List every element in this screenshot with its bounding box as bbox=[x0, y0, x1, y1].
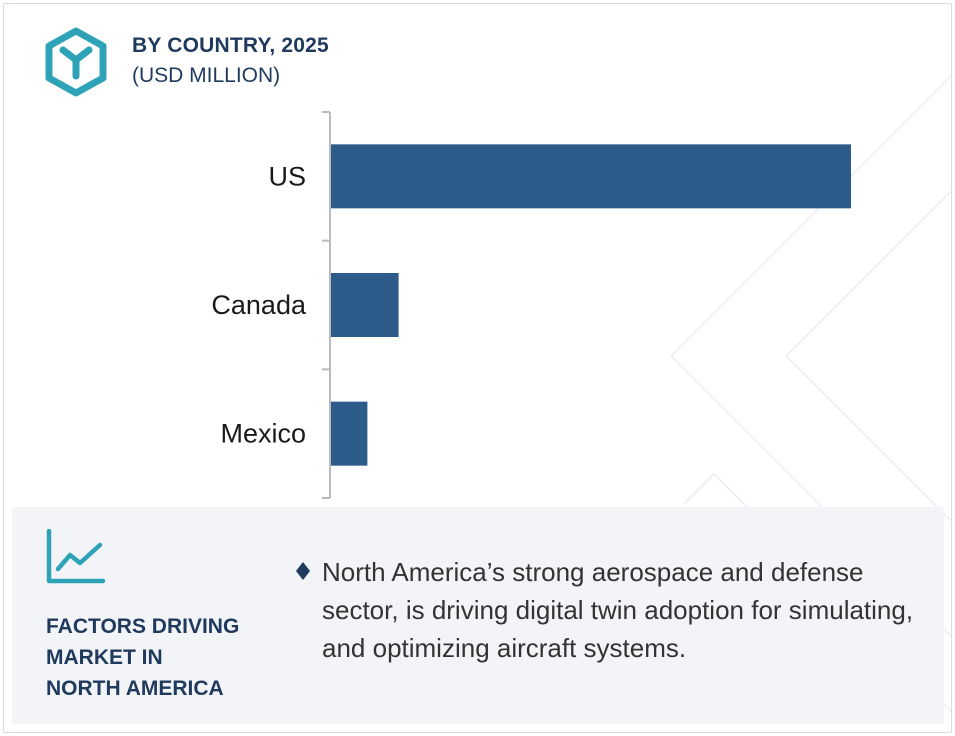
bar-chart: US Canada Mexico bbox=[211, 111, 851, 499]
factors-heading-line: FACTORS DRIVING bbox=[46, 615, 240, 638]
bar-canada bbox=[331, 273, 399, 337]
bar-us bbox=[331, 144, 851, 209]
trend-line-chart-icon bbox=[46, 529, 106, 584]
factors-heading-line: MARKET IN bbox=[46, 646, 163, 669]
factors-heading-line: NORTH AMERICA bbox=[46, 677, 224, 700]
factors-heading: FACTORS DRIVING MARKET IN NORTH AMERICA bbox=[46, 611, 276, 704]
category-label-us: US bbox=[268, 161, 306, 191]
diamond-bullet-icon bbox=[296, 562, 310, 580]
category-label-mexico: Mexico bbox=[220, 419, 306, 449]
bar-mexico bbox=[331, 401, 368, 466]
chart-subtitle: (USD MILLION) bbox=[132, 64, 281, 87]
market-card: BY COUNTRY, 2025 (USD MILLION) US Canada M… bbox=[3, 3, 952, 733]
chart-title: BY COUNTRY, 2025 bbox=[132, 34, 329, 57]
category-label-canada: Canada bbox=[211, 290, 307, 320]
factor-bullet-text: North America’s strong aerospace and def… bbox=[322, 557, 914, 663]
hexagon-y-logo-icon bbox=[45, 27, 107, 97]
factors-panel: FACTORS DRIVING MARKET IN NORTH AMERICA … bbox=[12, 507, 944, 724]
